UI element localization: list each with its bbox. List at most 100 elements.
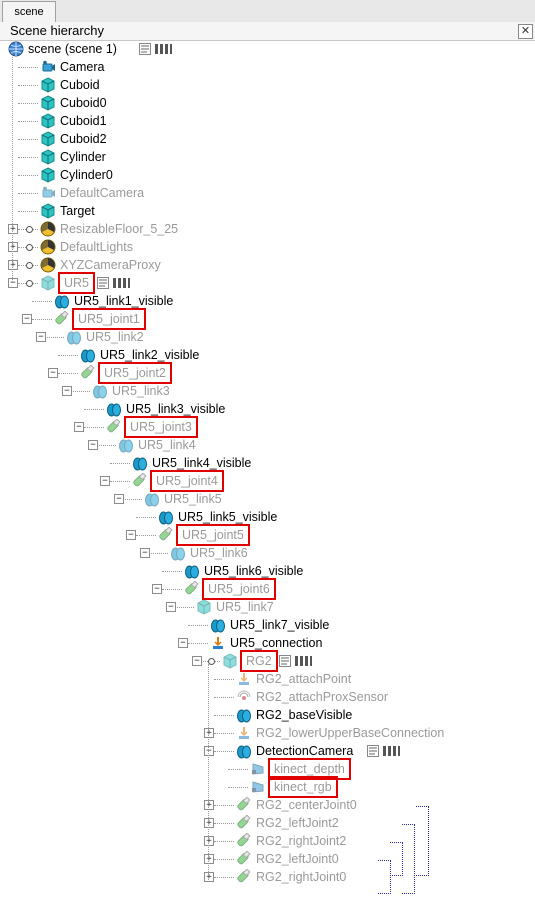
- tree-node[interactable]: − UR5_joint2: [0, 362, 535, 384]
- tree-node[interactable]: − RG2: [0, 650, 535, 672]
- tree-node[interactable]: − UR5_joint1: [0, 308, 535, 330]
- tree-node-label[interactable]: UR5_link4_visible: [152, 456, 252, 470]
- tree-node-label[interactable]: Cuboid0: [60, 96, 107, 110]
- tree-node[interactable]: Cuboid2: [0, 130, 535, 148]
- tree-node[interactable]: + ResizableFloor_5_25: [0, 220, 535, 238]
- tree-node[interactable]: Target: [0, 202, 535, 220]
- script-and-dynamics-icons[interactable]: [279, 655, 313, 667]
- tree-node[interactable]: + RG2_rightJoint2: [0, 832, 535, 850]
- expand-icon[interactable]: +: [204, 800, 214, 810]
- tree-node-label[interactable]: UR5_connection: [230, 636, 323, 650]
- tree-node-label[interactable]: kinect_depth: [268, 758, 351, 780]
- tree-node[interactable]: − UR5_link6: [0, 544, 535, 562]
- expand-icon[interactable]: +: [204, 728, 214, 738]
- tree-node[interactable]: DefaultCamera: [0, 184, 535, 202]
- tree-node-label[interactable]: UR5_link7_visible: [230, 618, 330, 632]
- tree-node-label[interactable]: UR5_link3: [112, 384, 170, 398]
- tree-node-label[interactable]: DefaultLights: [60, 240, 133, 254]
- tree-node-label[interactable]: kinect_rgb: [268, 776, 338, 798]
- tree-node[interactable]: − UR5_link5: [0, 490, 535, 508]
- tree-node-label[interactable]: UR5_joint5: [176, 524, 250, 546]
- tree-node[interactable]: scene (scene 1): [0, 40, 535, 58]
- tree-node[interactable]: kinect_rgb: [0, 776, 535, 798]
- tree-node[interactable]: UR5_link7_visible: [0, 616, 535, 634]
- tree-node-label[interactable]: RG2_leftJoint2: [256, 816, 339, 830]
- tree-node[interactable]: + RG2_rightJoint0: [0, 868, 535, 886]
- tree-node-label[interactable]: UR5_link2_visible: [100, 348, 200, 362]
- tree-node-label[interactable]: UR5_link3_visible: [126, 402, 226, 416]
- tree-node-label[interactable]: UR5_joint6: [202, 578, 276, 600]
- tree-node[interactable]: − UR5_joint6: [0, 578, 535, 600]
- expand-icon[interactable]: +: [8, 224, 18, 234]
- tree-node[interactable]: RG2_baseVisible: [0, 706, 535, 724]
- tree-node[interactable]: kinect_depth: [0, 758, 535, 780]
- tree-node-label[interactable]: RG2_baseVisible: [256, 708, 353, 722]
- collapse-icon[interactable]: −: [114, 494, 124, 504]
- tree-node[interactable]: − DetectionCamera: [0, 742, 535, 760]
- tree-node[interactable]: UR5_link2_visible: [0, 346, 535, 364]
- tree-node[interactable]: − UR5: [0, 272, 535, 294]
- tree-node-label[interactable]: UR5_link1_visible: [74, 294, 174, 308]
- tree-node[interactable]: Cuboid1: [0, 112, 535, 130]
- expand-icon[interactable]: +: [204, 836, 214, 846]
- tree-node[interactable]: UR5_link6_visible: [0, 562, 535, 580]
- tree-node-label[interactable]: UR5_joint4: [150, 470, 224, 492]
- tree-node[interactable]: + RG2_leftJoint2: [0, 814, 535, 832]
- collapse-icon[interactable]: −: [126, 530, 136, 540]
- script-and-dynamics-icons[interactable]: [367, 745, 401, 757]
- tree-node-label[interactable]: UR5_link5_visible: [178, 510, 278, 524]
- expand-icon[interactable]: +: [204, 818, 214, 828]
- collapse-icon[interactable]: −: [8, 278, 18, 288]
- tree-node-label[interactable]: RG2_attachProxSensor: [256, 690, 389, 704]
- tree-node-label[interactable]: RG2_attachPoint: [256, 672, 352, 686]
- tree-node-label[interactable]: Cylinder: [60, 150, 106, 164]
- tree-node[interactable]: − UR5_link4: [0, 436, 535, 454]
- tree-node-label[interactable]: RG2_centerJoint0: [256, 798, 357, 812]
- collapse-icon[interactable]: −: [88, 440, 98, 450]
- tree-node[interactable]: + RG2_leftJoint0: [0, 850, 535, 868]
- collapse-icon[interactable]: −: [152, 584, 162, 594]
- tree-node-label[interactable]: Cuboid: [60, 78, 100, 92]
- tree-node-label[interactable]: UR5_link5: [164, 492, 222, 506]
- tree-node-label[interactable]: XYZCameraProxy: [60, 258, 161, 272]
- tree-node-label[interactable]: RG2_rightJoint2: [256, 834, 347, 848]
- tab-scene[interactable]: scene: [2, 1, 56, 22]
- tree-node[interactable]: Cuboid: [0, 76, 535, 94]
- tree-node[interactable]: − UR5_link3: [0, 382, 535, 400]
- close-icon[interactable]: ✕: [518, 24, 533, 39]
- tree-node[interactable]: Cylinder0: [0, 166, 535, 184]
- collapse-icon[interactable]: −: [48, 368, 58, 378]
- tree-node-label[interactable]: UR5_link2: [86, 330, 144, 344]
- tree-node-label[interactable]: DefaultCamera: [60, 186, 145, 200]
- collapse-icon[interactable]: −: [62, 386, 72, 396]
- tree-node[interactable]: UR5_link1_visible: [0, 292, 535, 310]
- tree-node[interactable]: UR5_link5_visible: [0, 508, 535, 526]
- tree-node-label[interactable]: UR5_link4: [138, 438, 196, 452]
- collapse-icon[interactable]: −: [140, 548, 150, 558]
- tree-node[interactable]: + DefaultLights: [0, 238, 535, 256]
- collapse-icon[interactable]: −: [22, 314, 32, 324]
- collapse-icon[interactable]: −: [74, 422, 84, 432]
- tree-node-label[interactable]: UR5_joint1: [72, 308, 146, 330]
- tree-node-label[interactable]: Cylinder0: [60, 168, 113, 182]
- tree-node[interactable]: − UR5_connection: [0, 634, 535, 652]
- tree-node[interactable]: Cuboid0: [0, 94, 535, 112]
- tree-node[interactable]: UR5_link3_visible: [0, 400, 535, 418]
- tree-node[interactable]: RG2_attachPoint: [0, 670, 535, 688]
- tree-node-label[interactable]: ResizableFloor_5_25: [60, 222, 179, 236]
- tree-node-label[interactable]: scene (scene 1): [28, 42, 117, 56]
- expand-icon[interactable]: +: [204, 872, 214, 882]
- tree-node[interactable]: − UR5_joint4: [0, 470, 535, 492]
- tree-node[interactable]: − UR5_link2: [0, 328, 535, 346]
- tree-node[interactable]: UR5_link4_visible: [0, 454, 535, 472]
- tree-node[interactable]: RG2_attachProxSensor: [0, 688, 535, 706]
- collapse-icon[interactable]: −: [178, 638, 188, 648]
- tree-node-label[interactable]: UR5_link7: [216, 600, 274, 614]
- tree-node-label[interactable]: UR5: [57, 272, 96, 294]
- tree-node-label[interactable]: Cuboid2: [60, 132, 107, 146]
- tree-node[interactable]: Camera: [0, 58, 535, 76]
- tree-node-label[interactable]: DetectionCamera: [256, 744, 354, 758]
- expand-icon[interactable]: +: [8, 260, 18, 270]
- tree-node[interactable]: + XYZCameraProxy: [0, 256, 535, 274]
- tree-node[interactable]: + RG2_centerJoint0: [0, 796, 535, 814]
